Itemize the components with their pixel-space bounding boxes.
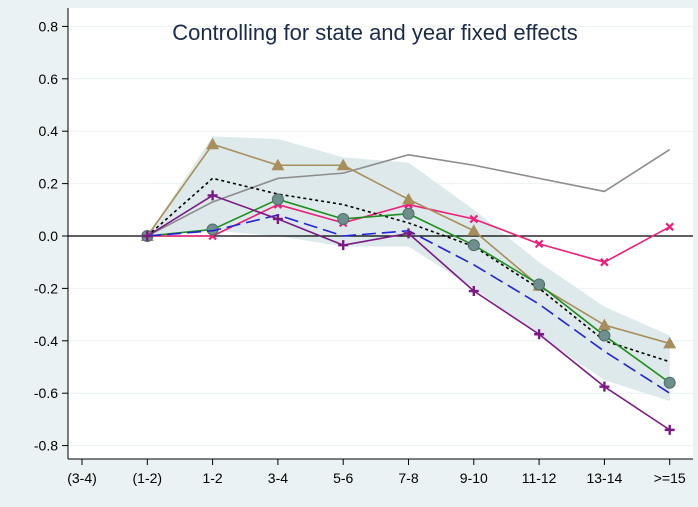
data-point (467, 224, 481, 236)
x-tick-label: >=15 (654, 470, 686, 486)
data-point (597, 318, 611, 331)
x-tick-label: (1-2) (133, 470, 163, 486)
y-tick-label: 0.4 (39, 123, 59, 139)
data-point (468, 286, 479, 297)
series-4 (141, 193, 676, 389)
data-point (403, 228, 414, 239)
y-tick-label: -0.6 (34, 385, 58, 401)
y-tick-label: -0.4 (34, 333, 58, 349)
data-point (402, 207, 415, 220)
y-tick-label: -0.2 (34, 280, 58, 296)
data-point (534, 239, 544, 249)
x-tick-label: 11-12 (522, 470, 557, 486)
series-0 (146, 148, 671, 237)
y-ticks: 0.8 0.6 0.4 0.2 0.0 -0.2 -0.4 -0.6 -0.8 (34, 18, 68, 454)
data-point (271, 158, 285, 171)
chart-title: Controlling for state and year fixed eff… (172, 20, 578, 45)
data-point (207, 190, 218, 201)
data-point (402, 192, 415, 205)
data-point (467, 239, 480, 252)
data-point (663, 336, 677, 349)
data-point (534, 329, 545, 340)
data-point (599, 381, 610, 392)
y-tick-label: 0.8 (39, 18, 59, 34)
y-tick-label: 0.2 (39, 176, 59, 192)
y-tick-label: 0.6 (39, 71, 59, 87)
x-tick-label: 5-6 (333, 470, 353, 486)
series-6 (142, 190, 675, 435)
data-point (271, 193, 284, 206)
data-point (598, 329, 611, 342)
data-point (665, 222, 674, 232)
x-tick-label: (3-4) (67, 470, 97, 486)
axes (67, 8, 693, 460)
x-tick-label: 3-4 (268, 470, 288, 486)
y-tick-label: -0.8 (34, 438, 58, 454)
series-3 (146, 177, 670, 363)
data-point (533, 278, 546, 291)
data-point (600, 257, 609, 267)
x-tick-label: 7-8 (398, 470, 418, 486)
series-2 (140, 137, 677, 349)
data-point (142, 231, 153, 241)
series-group (140, 137, 677, 435)
data-point (206, 137, 220, 150)
data-point (469, 214, 479, 224)
data-point (337, 212, 350, 225)
x-ticks: (3-4) (1-2) 1-2 3-4 5-6 7-8 9-10 11-12 13-14 >=15 (67, 459, 686, 486)
data-point (272, 213, 283, 224)
x-tick-label: 1-2 (202, 470, 222, 486)
x-tick-label: 13-14 (586, 470, 622, 486)
data-point (663, 376, 676, 389)
data-point (338, 240, 349, 251)
data-point (664, 424, 675, 435)
series-line (146, 177, 670, 363)
data-point (336, 158, 350, 171)
grid-lines (68, 25, 693, 447)
series-line (146, 148, 671, 237)
x-tick-label: 9-10 (460, 470, 488, 486)
y-tick-label: 0.0 (39, 228, 59, 244)
